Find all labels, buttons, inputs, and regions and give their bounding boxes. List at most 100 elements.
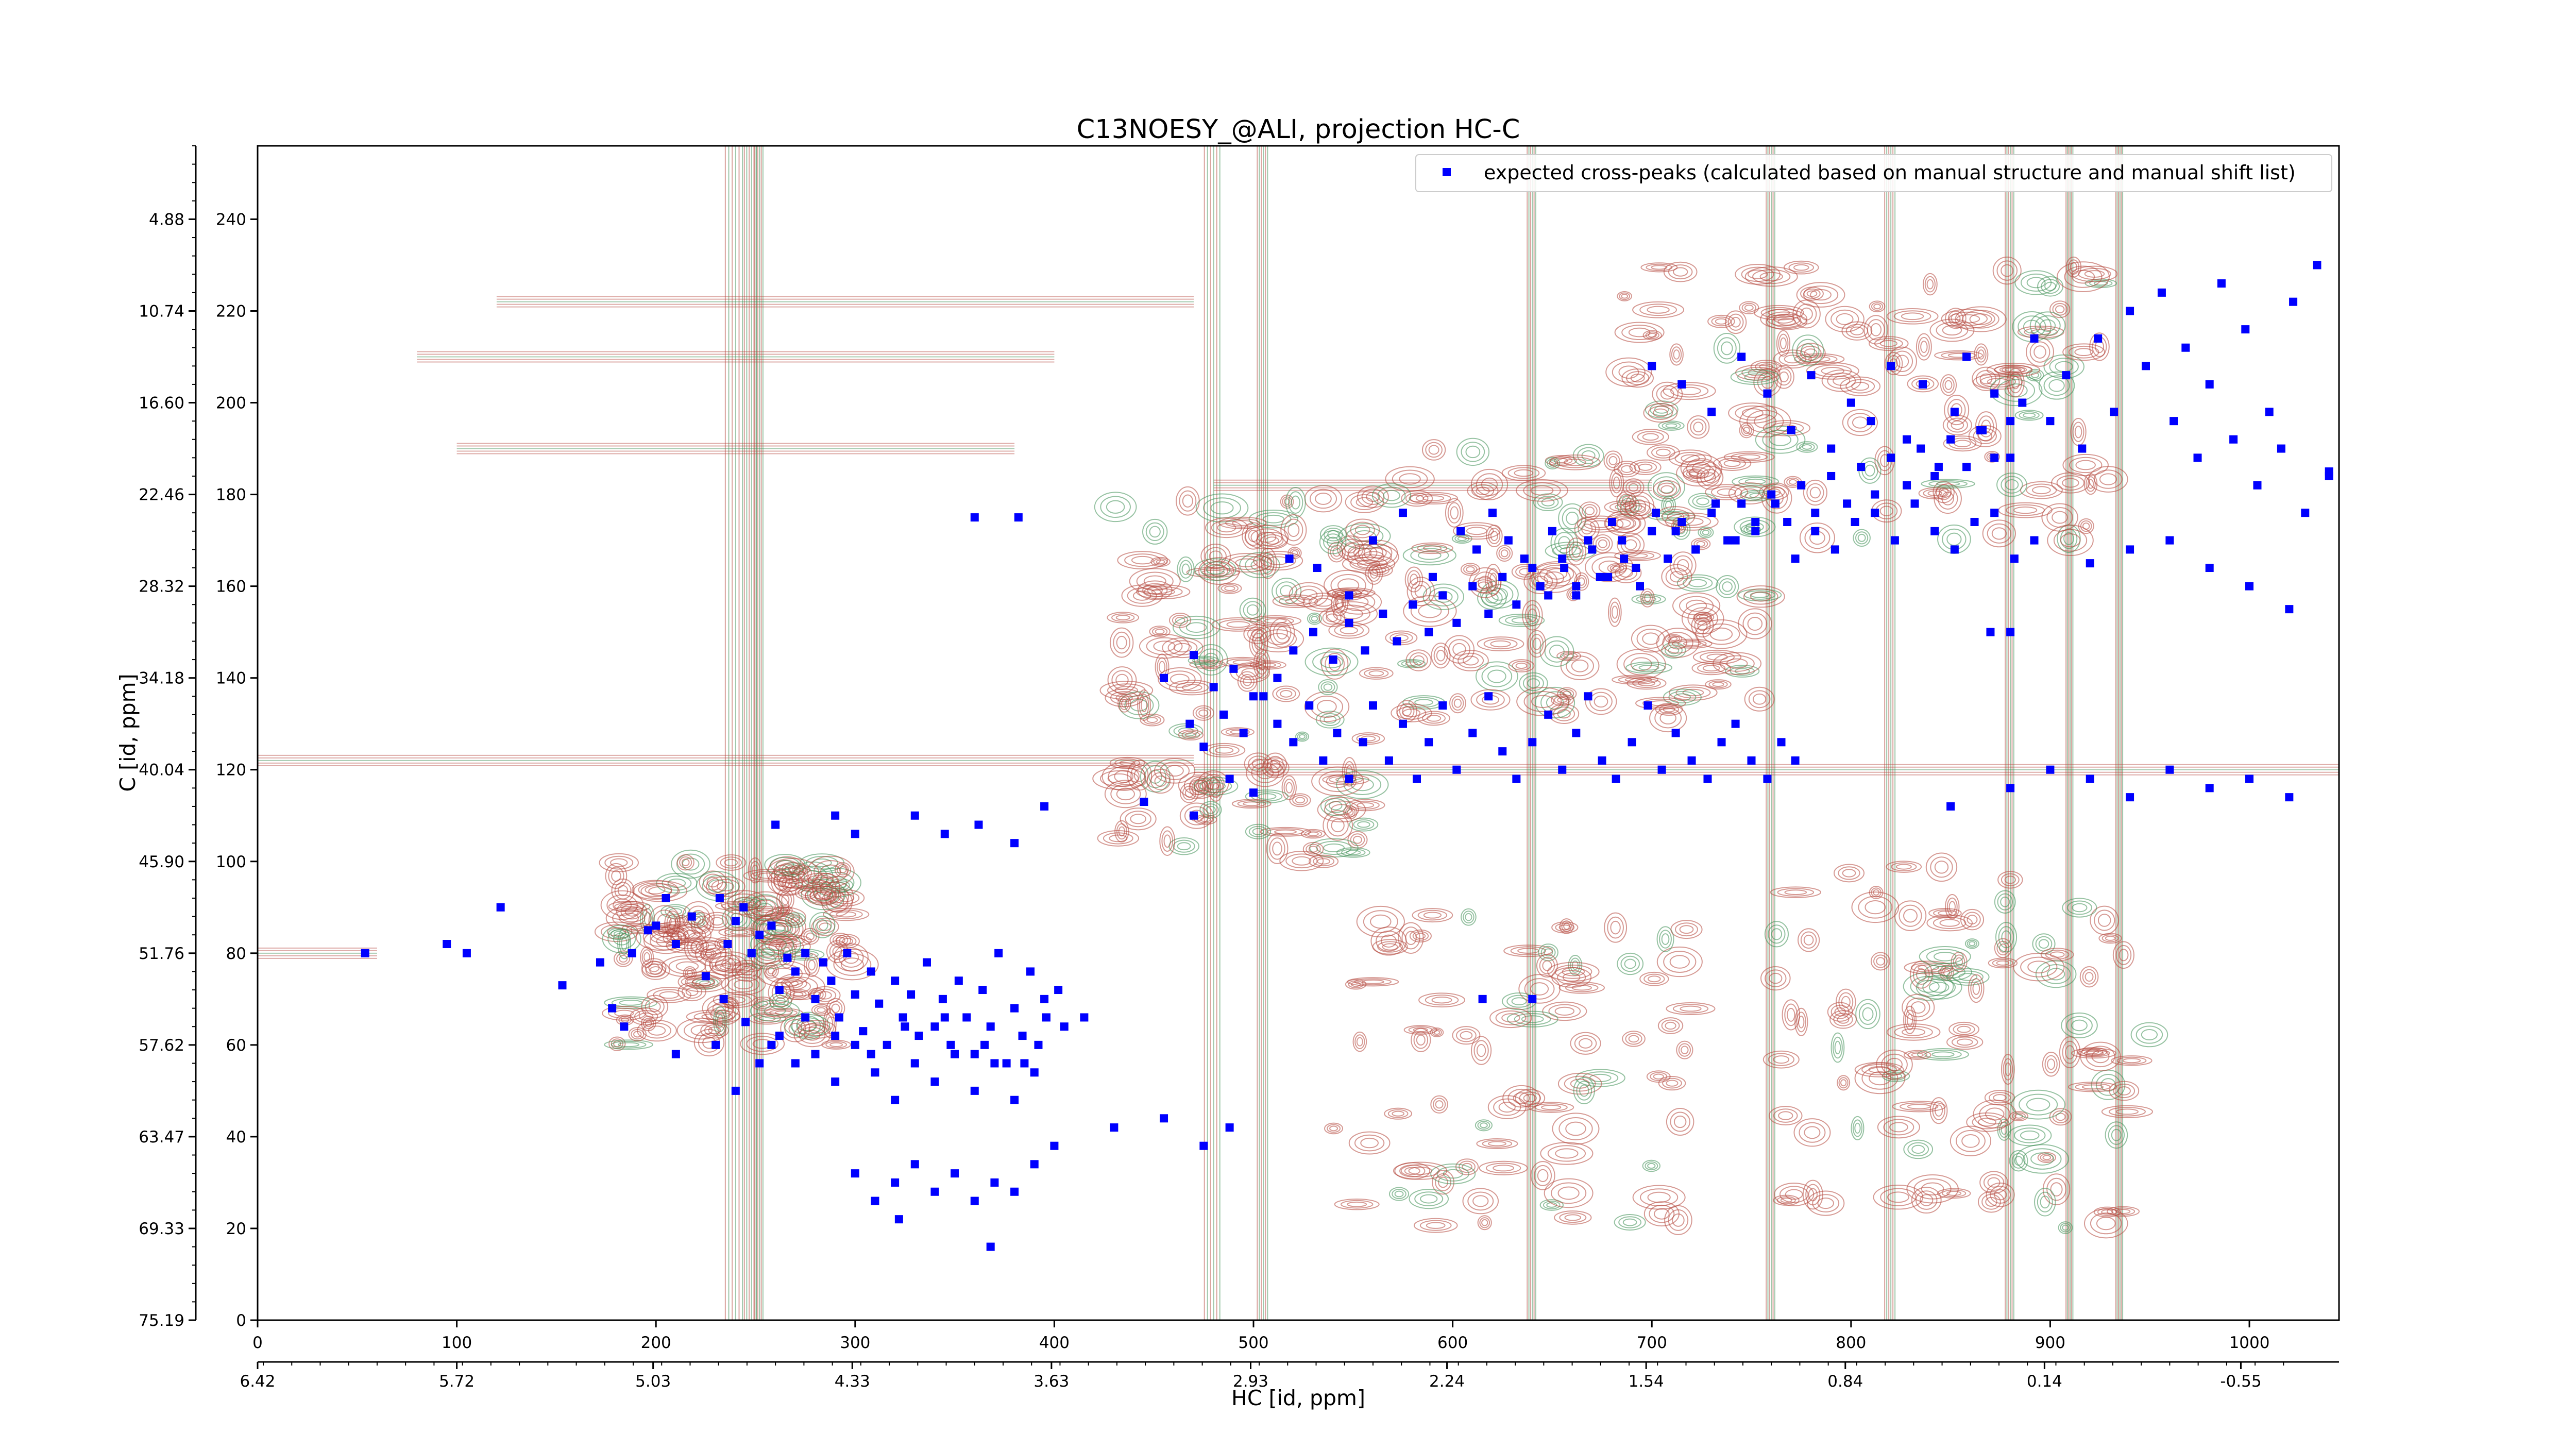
cross-peak-point bbox=[1671, 527, 1680, 535]
contour-ring bbox=[1539, 1199, 1564, 1211]
cross-peak-point bbox=[891, 1096, 900, 1104]
contour-ring bbox=[1929, 318, 1975, 342]
contour-ring bbox=[1762, 429, 1799, 450]
cross-peak-point bbox=[1827, 471, 1836, 480]
contour-ring bbox=[1787, 1007, 1795, 1022]
contour-ring bbox=[2014, 270, 2058, 295]
cross-peak-point bbox=[1468, 582, 1477, 591]
contour-ring bbox=[1356, 1037, 1363, 1047]
contour-ring bbox=[1784, 1003, 1798, 1026]
contour-ring bbox=[1632, 1185, 1686, 1210]
contour-ring bbox=[619, 955, 628, 963]
contour-ring bbox=[1636, 629, 1665, 649]
cross-peak-point bbox=[962, 1013, 971, 1022]
contour-ring bbox=[837, 864, 849, 875]
contour-ring bbox=[1498, 613, 1545, 627]
contour-ring bbox=[1689, 471, 1699, 477]
cross-peak-point bbox=[1368, 701, 1377, 710]
contour-ring bbox=[2047, 525, 2094, 557]
cross-peak-point bbox=[1917, 444, 1925, 453]
contour-ring bbox=[2071, 1019, 2088, 1032]
contour-ring bbox=[1284, 518, 1303, 542]
contour-ring bbox=[1106, 500, 1125, 514]
contour-ring bbox=[1139, 694, 1149, 717]
contour-ring bbox=[1565, 983, 1599, 992]
contour-ring bbox=[1530, 634, 1544, 654]
cross-peak-point bbox=[801, 1013, 810, 1022]
contour-ring bbox=[1319, 713, 1341, 727]
contour-ring bbox=[1769, 433, 1792, 446]
contour-ring bbox=[740, 1033, 785, 1055]
contour-ring bbox=[1358, 540, 1398, 566]
contour-ring bbox=[1477, 1215, 1492, 1231]
contour-ring bbox=[1717, 488, 1736, 496]
cross-peak-point bbox=[643, 926, 652, 935]
contour-ring bbox=[721, 958, 741, 970]
contour-ring bbox=[1608, 456, 1618, 465]
cross-peak-point bbox=[1558, 554, 1567, 563]
cross-peak-point bbox=[1425, 738, 1433, 747]
contour-ring bbox=[1621, 465, 1633, 473]
contour-ring bbox=[1146, 637, 1183, 655]
contour-ring bbox=[1259, 547, 1277, 579]
contour-ring bbox=[1825, 306, 1865, 332]
contour-ring bbox=[633, 1031, 642, 1038]
cross-peak-point bbox=[970, 1050, 979, 1058]
contour-ring bbox=[815, 891, 832, 900]
cross-peak-point bbox=[1930, 527, 1939, 535]
contour-ring bbox=[1252, 828, 1264, 835]
y-tick-label: 140 bbox=[216, 669, 246, 688]
y-tick-label: 160 bbox=[216, 578, 246, 596]
contour-ring bbox=[1992, 256, 2022, 285]
contour-ring bbox=[1731, 316, 1741, 328]
contour-ring bbox=[1661, 933, 1670, 945]
cross-peak-point bbox=[811, 995, 820, 1003]
contour-ring bbox=[1104, 780, 1147, 808]
contour-ring bbox=[757, 1003, 793, 1019]
cross-peak-point bbox=[1219, 710, 1228, 719]
contour-ring bbox=[1199, 801, 1222, 819]
contour-ring bbox=[2098, 933, 2122, 944]
contour-ring bbox=[1413, 1218, 1458, 1233]
contour-ring bbox=[2071, 269, 2095, 284]
contour-ring bbox=[713, 1006, 727, 1036]
contour-ring bbox=[1417, 550, 1442, 560]
cross-peak-point bbox=[1484, 692, 1493, 701]
contour-ring bbox=[1402, 706, 1412, 717]
contour-ring bbox=[1760, 307, 1798, 318]
contour-ring bbox=[1312, 651, 1351, 672]
contour-ring bbox=[1638, 665, 1659, 671]
cross-peak-point bbox=[2181, 343, 2190, 352]
cross-peak-point bbox=[891, 1178, 900, 1187]
contour-ring bbox=[608, 901, 651, 913]
contour-ring bbox=[1417, 909, 1448, 921]
cross-peak-point bbox=[1871, 490, 1879, 499]
contour-ring bbox=[1979, 373, 1993, 384]
contour-ring bbox=[1175, 486, 1200, 516]
contour-ring bbox=[1833, 375, 1851, 386]
contour-ring bbox=[1579, 1084, 1589, 1097]
contour-ring bbox=[1666, 1080, 1679, 1087]
contour-ring bbox=[643, 952, 650, 962]
contour-ring bbox=[1861, 1067, 1899, 1090]
contour-ring bbox=[1315, 493, 1332, 505]
contour-ring bbox=[1115, 615, 1130, 620]
cross-peak-point bbox=[1259, 692, 1268, 701]
contour-ring bbox=[1252, 625, 1304, 653]
contour-ring bbox=[1907, 1142, 1929, 1157]
contour-ring bbox=[1355, 497, 1374, 508]
contour-ring bbox=[1513, 1092, 1530, 1104]
contour-ring bbox=[614, 902, 645, 911]
contour-ring bbox=[1792, 334, 1824, 366]
cross-peak-point bbox=[1359, 738, 1367, 747]
contour-ring bbox=[748, 857, 762, 884]
cross-peak-point bbox=[2205, 564, 2214, 572]
cross-peak-point bbox=[2078, 444, 2087, 453]
contour-ring bbox=[1660, 485, 1673, 494]
contour-ring bbox=[1411, 581, 1431, 602]
cross-peak-point bbox=[2157, 288, 2166, 297]
contour-ring bbox=[1370, 926, 1407, 956]
cross-peak-point bbox=[1413, 774, 1421, 783]
contour-ring bbox=[1549, 454, 1601, 470]
contour-ring bbox=[1354, 978, 1392, 986]
